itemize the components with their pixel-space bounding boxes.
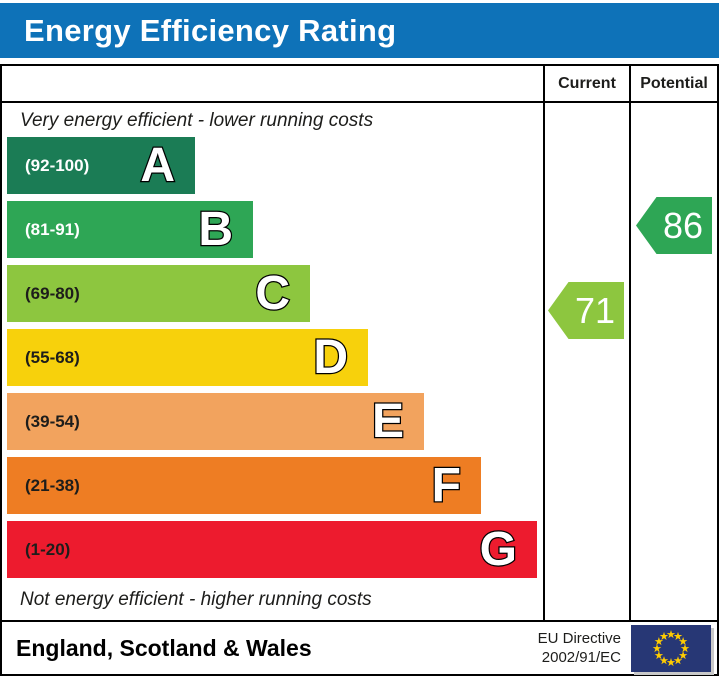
band-range-label: (21-38) [25,475,80,495]
bottom-caption: Not energy efficient - higher running co… [20,589,372,610]
band-row: (69-80) C [7,265,543,322]
page-title: Energy Efficiency Rating [24,12,397,48]
potential-rating-arrow: 86 [636,197,712,254]
rating-bands: (92-100) A (81-91) B (69-80) C (55-68) D… [7,137,543,578]
band-bar: (39-54) E [7,393,424,450]
eu-flag-icon [631,624,711,672]
band-range-label: (69-80) [25,283,80,303]
title-bar: Energy Efficiency Rating [0,3,719,58]
band-bar: (21-38) F [7,457,481,514]
band-bar: (1-20) G [7,521,537,578]
band-bar: (55-68) D [7,329,368,386]
band-letter: A [139,138,176,192]
bands-column: Very energy efficient - lower running co… [2,103,543,620]
band-row: (92-100) A [7,137,543,194]
table-footer: England, Scotland & Wales EU Directive 2… [2,620,717,674]
band-letter: G [478,522,518,576]
footer-right-group: EU Directive 2002/91/EC [538,624,711,672]
band-row: (81-91) B [7,201,543,258]
rating-table: Current Potential Very energy efficient … [0,64,719,676]
header-spacer [2,66,543,101]
current-rating-arrow: 71 [548,282,624,339]
band-range-label: (1-20) [25,539,71,559]
table-body: Very energy efficient - lower running co… [2,103,717,620]
current-column-header: Current [543,66,629,101]
band-range-label: (92-100) [25,155,90,175]
region-label: England, Scotland & Wales [16,634,312,661]
potential-column-header: Potential [629,66,717,101]
band-bar: (81-91) B [7,201,253,258]
potential-column: 86 [629,103,717,620]
band-letter: E [371,394,406,448]
top-caption: Very energy efficient - lower running co… [20,110,374,131]
band-row: (55-68) D [7,329,543,386]
band-range-label: (55-68) [25,347,80,367]
table-header-row: Current Potential [2,66,717,103]
band-row: (1-20) G [7,521,543,578]
current-rating-value: 71 [574,289,616,331]
eu-directive-line1: EU Directive [537,629,621,647]
band-range-label: (39-54) [25,411,80,431]
band-bar: (69-80) C [7,265,310,322]
band-letter: B [197,202,234,256]
band-row: (39-54) E [7,393,543,450]
band-row: (21-38) F [7,457,543,514]
band-letter: D [312,330,349,384]
eu-directive-line2: 2002/91/EC [541,649,621,666]
current-column: 71 [543,103,629,620]
band-letter: C [254,266,291,320]
band-range-label: (81-91) [25,219,80,239]
potential-rating-value: 86 [662,204,704,246]
band-letter: F [430,458,462,512]
eu-directive-label: EU Directive 2002/91/EC [538,629,621,668]
band-bar: (92-100) A [7,137,195,194]
